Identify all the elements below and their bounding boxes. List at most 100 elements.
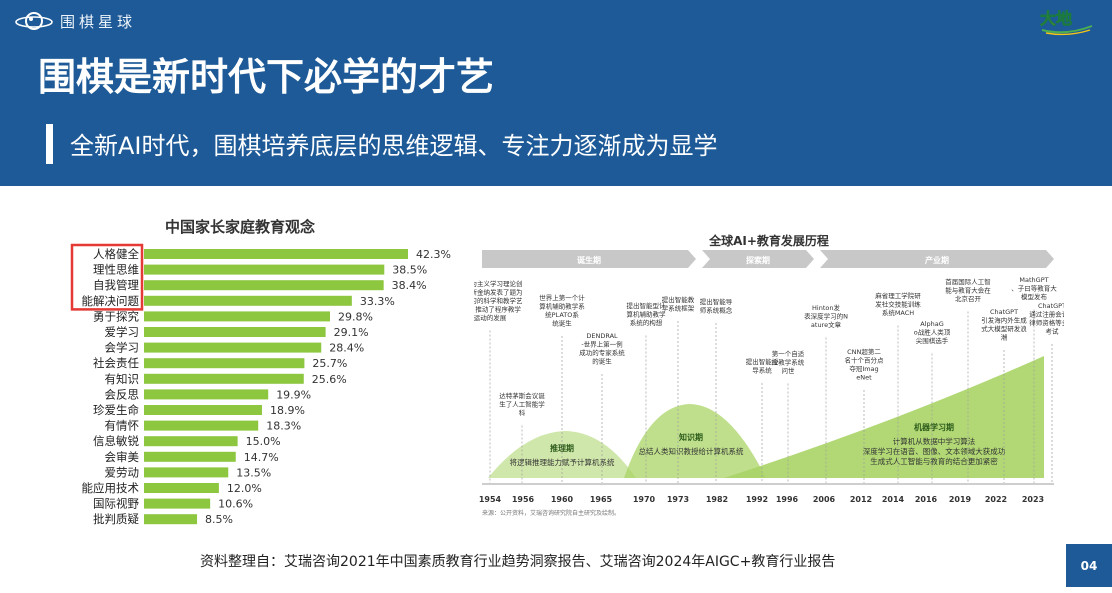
bar-value-label: 42.3%: [416, 248, 451, 261]
timeline-event-text: ChatGPT通过注册会计、律师资格等多种考试: [1029, 302, 1064, 336]
year-tick-label: 1965: [590, 495, 613, 504]
machine-learning-hill: [724, 356, 1044, 478]
ai-education-timeline-chart: 全球AI+教育发展历程 诞生期 探索期 产业期推理期将逻辑推理能力赋予计算机系统知识…: [474, 233, 1064, 517]
timeline-event-text: 提出智能教学系统框架: [662, 295, 695, 313]
timeline-event-text: 达特茅斯会议诞生了人工智能学科: [499, 391, 545, 417]
bar-value-label: 19.9%: [276, 388, 311, 401]
timeline-event-text: DENDRAL -世界上第一例成功的专家系统的诞生: [579, 332, 625, 366]
year-tick-label: 1973: [667, 495, 689, 504]
phase-arrow: [702, 250, 814, 268]
year-tick-label: 2019: [949, 495, 972, 504]
bar-value-label: 18.9%: [270, 404, 305, 417]
phase-label: 产业期: [925, 255, 949, 265]
phase-arrow: [482, 250, 696, 268]
phase-label: 诞生期: [577, 255, 601, 265]
bar-value-label: 25.7%: [312, 357, 347, 370]
bar: [144, 311, 330, 322]
bar-category-label: 能解决问题: [82, 294, 140, 308]
bar: [144, 498, 211, 509]
timeline-event-text: 提出智能导师系统概念: [700, 297, 733, 315]
bar-category-label: 信息敏锐: [93, 434, 139, 448]
bar: [144, 264, 385, 275]
planet-ring-icon: [15, 12, 53, 30]
knowledge-period-hill: [624, 404, 766, 478]
bar-category-label: 自我管理: [93, 278, 139, 292]
page-title: 围棋是新时代下必学的才艺: [38, 55, 495, 99]
bar-category-label: 勇于探究: [93, 309, 139, 323]
reasoning-period-hill: [488, 431, 636, 478]
bar-category-label: 国际视野: [93, 497, 139, 511]
year-tick-label: 2012: [850, 495, 872, 504]
bar-category-label: 会学习: [105, 341, 140, 355]
brand-name: 围棋星球: [60, 12, 137, 31]
year-tick-label: 1996: [776, 495, 799, 504]
bar-value-label: 14.7%: [244, 451, 279, 464]
bar-category-label: 会审美: [105, 450, 140, 464]
bar: [144, 342, 322, 353]
bar-category-label: 批判质疑: [93, 512, 139, 526]
bar-value-label: 18.3%: [266, 420, 301, 433]
bar-value-label: 29.8%: [338, 310, 373, 323]
year-tick-label: 1960: [551, 495, 574, 504]
bar-value-label: 28.4%: [329, 342, 364, 355]
bar-value-label: 29.1%: [334, 326, 369, 339]
timeline-event-text: 世界上第一个计算机辅助教学系统PLATO系统诞生: [539, 293, 585, 328]
phase-arrow: [820, 250, 1054, 268]
timeline-event-text: 第一个自适应教学系统问世: [772, 349, 805, 375]
corner-logo-text: 大地: [1040, 9, 1072, 28]
period-name: 知识期: [679, 432, 703, 442]
bar: [144, 483, 219, 493]
source-note: 资料整理自：艾瑞咨询2021年中国素质教育行业趋势洞察报告、艾瑞咨询2024年A…: [200, 554, 836, 570]
page-number: 04: [1066, 544, 1112, 587]
timeline-event-text: 麻省理工学院研发社交技能训练系统MACH: [875, 291, 921, 317]
bar-category-label: 会反思: [105, 387, 140, 401]
year-tick-label: 1954: [479, 495, 502, 504]
dadi-global-logo: 大地: [1040, 9, 1093, 36]
bar-category-label: 有知识: [105, 372, 140, 386]
bar-category-label: 有情怀: [105, 419, 140, 433]
bar: [144, 389, 269, 400]
bar-value-label: 12.0%: [227, 482, 262, 495]
bar: [144, 451, 236, 462]
bar-category-label: 社会责任: [93, 356, 139, 370]
period-name: 机器学习期: [914, 422, 954, 432]
bar: [144, 467, 229, 478]
bar-value-label: 8.5%: [205, 513, 233, 526]
bar: [144, 327, 326, 337]
bar-category-label: 人格健全: [93, 247, 139, 261]
bar-value-label: 15.0%: [246, 435, 281, 448]
page-subtitle: 全新AI时代，围棋培养底层的思维逻辑、专注力逐渐成为显学: [70, 132, 718, 160]
year-tick-label: 1956: [512, 495, 535, 504]
year-tick-label: 1982: [706, 495, 728, 504]
period-text: 计算机从数据中学习算法深度学习在语音、图像、文本领域大获成功生成式人工智能与教育…: [863, 436, 1006, 466]
timeline-event-text: MathGPT 、子曰等教育大模型发布: [1011, 276, 1057, 301]
timeline-event-text: 提出智能型计算机辅助教学系统的构想: [627, 301, 667, 327]
timeline-event-text: 新行为主义学习理论创始人斯金纳发表了题为《学习的科学和教学艺术》，推动了程序教学…: [474, 279, 523, 322]
bar-category-label: 爱劳动: [105, 465, 140, 479]
bar: [144, 358, 305, 369]
bar: [144, 249, 408, 259]
bar: [144, 295, 352, 306]
timeline-title: 全球AI+教育发展历程: [708, 233, 829, 248]
bar: [144, 420, 259, 431]
bar-category-label: 理性思维: [93, 263, 139, 277]
bar-value-label: 10.6%: [218, 498, 253, 511]
year-tick-label: 1970: [633, 495, 656, 504]
timeline-event-text: Hinton发表深度学习的N ature文章: [804, 303, 848, 329]
highlight-box: [70, 243, 144, 311]
timeline-event-text: ChatGPT 引发海内外生成式大模型研发浪潮: [981, 308, 1027, 342]
year-tick-label: 2006: [813, 495, 836, 504]
subtitle-accent-bar: [46, 124, 53, 164]
bar: [144, 405, 262, 415]
bar: [144, 280, 384, 291]
year-tick-label: 2022: [985, 495, 1007, 504]
bar: [144, 373, 304, 384]
header-banner: 围棋星球 大地 围棋是新时代下必学的才艺 全新AI时代，围棋培养底层的思维逻辑、…: [0, 0, 1112, 186]
timeline-event-text: 首届国际人工智能与教育大会在北京召开: [945, 277, 991, 303]
bar-category-label: 能应用技术: [82, 481, 140, 495]
phase-label: 探索期: [746, 255, 770, 265]
timeline-event-text: 提出智能授导系统: [746, 357, 779, 375]
bar-category-label: 爱学习: [105, 325, 140, 339]
parent-education-bar-chart: 中国家长家庭教育观念 人格健全 42.3% 理性思维 38.5% 自我管理 38.4% 能解…: [70, 218, 451, 526]
bar: [144, 514, 198, 525]
